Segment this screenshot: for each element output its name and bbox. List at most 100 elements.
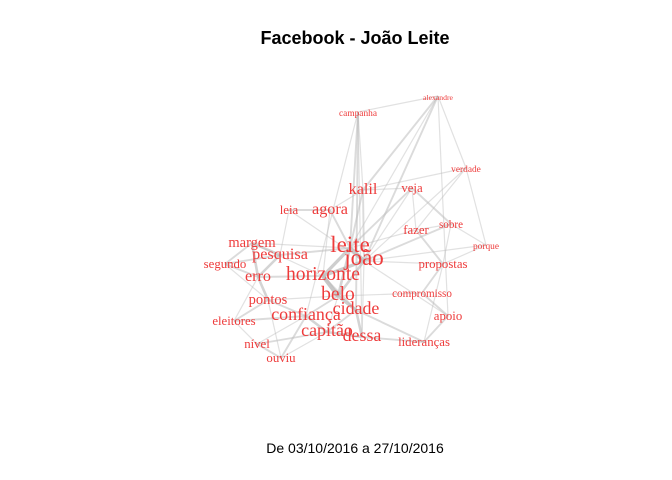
edge-verdade-kalil [362,167,467,191]
node-joao: joão [343,245,384,270]
edge-propostas-joao [363,260,444,265]
node-confianca: confiança [271,304,341,324]
edge-leite-horizonte [321,246,352,278]
edge-pesquisa-erro [257,254,281,278]
node-propostas: propostas [418,257,467,271]
node-apoio: apoio [434,309,462,323]
node-porque: porque [473,242,499,252]
edge-ouviu-capitao [280,331,328,359]
edge-dessa-joao [361,260,365,338]
edge-verdade-joao [363,167,467,262]
edge-porque-propostas [442,244,487,265]
edge-veja-joao [363,187,413,262]
node-liderancas: lideranças [398,335,450,349]
edge-alexandre-leite [349,95,439,249]
edge-segundo-margem [224,242,253,265]
edge-joao-belo [336,260,366,297]
edge-ouviu-confianca [280,315,307,359]
edge-leia-pesquisa [279,209,290,256]
node-nivel: nível [244,337,270,351]
edge-nivel-ouviu [256,343,282,359]
edge-agora-horizonte [322,209,331,277]
node-pesquisa: pesquisa [252,245,308,263]
edge-kalil-joao [362,189,365,262]
node-capitao: capitão [301,320,353,340]
node-leite: leite [330,232,370,257]
edge-segundo-pontos [224,263,269,301]
edge-capitao-belo [326,295,339,333]
edge-liderancas-dessa [361,336,425,343]
edge-liderancas-cidade [355,309,425,343]
node-alexandre: alexandre [423,93,453,102]
node-sobre: sobre [439,219,463,231]
plot-title: Facebook - João Leite [260,28,450,48]
node-campanha: campanha [339,109,378,119]
node-horizonte: horizonte [286,264,360,285]
edge-fazer-propostas [415,229,444,265]
node-agora: agora [312,200,348,218]
edge-nivel-confianca [256,315,307,345]
node-veja: veja [401,181,423,195]
edge-leite-belo [336,247,352,297]
edge-porque-joao [363,244,487,262]
edge-pontos-confianca [267,299,307,317]
edge-sobre-joao [363,223,452,262]
edge-pontos-belo [267,295,339,301]
node-erro: erro [245,267,271,285]
edge-campanha-dessa [357,111,363,338]
edge-cidade-dessa [354,309,364,338]
edge-campanha-kalil [357,111,364,191]
edge-cidade-capitao [326,309,357,333]
edge-veja-leite [349,187,413,249]
edge-compromisso-belo [337,292,423,297]
node-cidade: cidade [333,298,380,318]
node-pontos: pontos [249,292,288,308]
edge-kalil-veja [362,187,413,191]
node-leia: leia [280,203,299,217]
edge-margem-pesquisa [251,241,281,257]
edge-propostas-compromisso [421,263,444,294]
node-verdade: verdade [451,165,481,175]
edge-apoio-liderancas [423,315,449,343]
edge-belo-confianca [305,295,339,317]
node-dessa: dessa [343,325,382,345]
edge-margem-horizonte [251,242,324,277]
edge-capitao-dessa [326,330,363,339]
edge-segundo-pesquisa [224,254,281,265]
edge-veja-fazer [411,187,417,231]
nodes-layer: alexandre campanha verdade kalil veja leia ago… [204,93,499,365]
node-compromisso: compromisso [392,288,452,300]
node-fazer: fazer [403,223,429,237]
edges-layer [224,95,487,359]
edge-alexandre-joao [363,95,439,262]
edge-agora-leite [329,209,351,249]
edge-margem-leite [251,242,351,249]
node-segundo: segundo [204,257,247,271]
plot-subtitle: De 03/10/2016 a 27/10/2016 [266,440,444,456]
edge-porque-sobre [450,223,487,246]
node-belo: belo [321,284,355,305]
edge-fazer-leite [349,229,417,249]
edge-alexandre-kalil [362,95,439,191]
node-ouviu: ouviu [266,351,296,365]
edge-kalil-agora [329,189,364,211]
edge-sobre-propostas [442,223,452,265]
edge-alexandre-verdade [437,95,467,169]
edge-verdade-porque [465,167,487,246]
edge-liderancas-propostas [423,263,444,343]
edge-ouviu-pontos [267,299,282,359]
edge-pesquisa-leite [279,247,351,256]
edge-compromisso-apoio [421,292,449,317]
edge-alexandre-campanha [357,95,439,113]
node-eleitores: eleitores [212,314,255,328]
edge-campanha-cidade [355,111,359,311]
edge-eleitores-pontos [233,299,269,322]
edge-eleitores-erro [233,276,259,322]
edge-segundo-erro [224,263,259,278]
edge-eleitores-confianca [233,315,307,322]
edge-erro-horizonte [257,275,324,278]
edge-verdade-fazer [415,167,467,231]
edge-horizonte-cidade [322,275,357,311]
edge-pontos-erro [256,276,270,301]
